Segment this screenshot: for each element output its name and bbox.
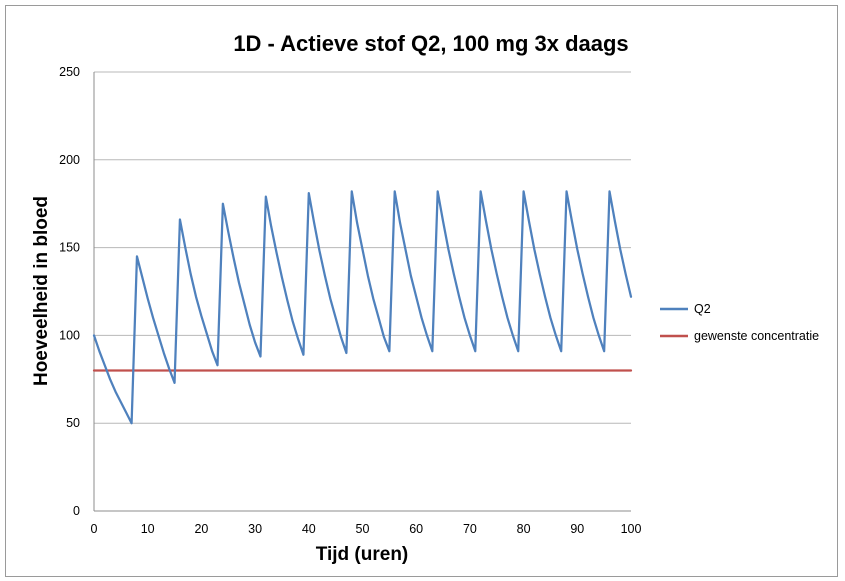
legend-label: Q2 [694, 302, 711, 316]
series-line-q2 [92, 190, 633, 425]
y-tick-label: 150 [59, 241, 80, 255]
chart-frame [5, 5, 838, 577]
x-tick-label: 20 [194, 522, 208, 536]
x-tick-labels: 0 10 20 30 40 50 60 70 80 90 100 [91, 522, 642, 536]
y-tick-label: 250 [59, 65, 80, 79]
series-lines [92, 190, 633, 425]
y-tick-labels: 0 50 100 150 200 250 [59, 65, 80, 518]
x-tick-label: 10 [141, 522, 155, 536]
gridlines [94, 71, 631, 424]
x-axis-title: Tijd (uren) [316, 544, 409, 565]
x-tick-label: 90 [570, 522, 584, 536]
x-tick-label: 80 [517, 522, 531, 536]
x-tick-label: 0 [91, 522, 98, 536]
y-tick-label: 100 [59, 328, 80, 342]
x-tick-label: 100 [621, 522, 642, 536]
y-tick-label: 50 [66, 416, 80, 430]
chart-title: 1D - Actieve stof Q2, 100 mg 3x daags [233, 31, 628, 56]
y-axis-title: Hoeveelheid in bloed [31, 196, 52, 386]
x-tick-label: 50 [356, 522, 370, 536]
x-tick-label: 30 [248, 522, 262, 536]
legend: Q2 gewenste concentratie [660, 302, 819, 343]
x-tick-label: 70 [463, 522, 477, 536]
y-tick-label: 200 [59, 153, 80, 167]
x-tick-label: 40 [302, 522, 316, 536]
y-tick-label: 0 [73, 504, 80, 518]
legend-label: gewenste concentratie [694, 329, 819, 343]
x-tick-label: 60 [409, 522, 423, 536]
